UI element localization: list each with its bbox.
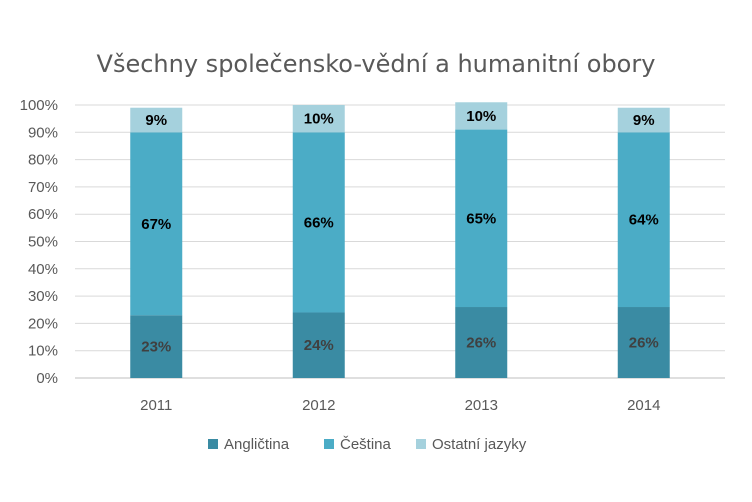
legend-swatch bbox=[416, 439, 426, 449]
bar-2011-2 bbox=[130, 107, 183, 133]
x-tick-label: 2011 bbox=[140, 397, 172, 414]
x-axis: 2011 2012 2013 2014 bbox=[140, 397, 660, 414]
data-label: 9% bbox=[633, 112, 655, 129]
y-tick-label: 50% bbox=[28, 234, 58, 251]
y-tick-label: 70% bbox=[28, 179, 58, 196]
legend: Angličtina Čeština Ostatní jazyky bbox=[208, 436, 527, 453]
bar-2011-1 bbox=[130, 132, 183, 316]
bars: 23% 67% 9% 24% 66% 10% 26% 65% 10% 26% 64% 9% bbox=[130, 102, 670, 378]
data-label: 26% bbox=[629, 335, 659, 352]
bar-2013-1 bbox=[455, 129, 508, 308]
y-tick-label: 60% bbox=[28, 206, 58, 223]
x-tick-label: 2014 bbox=[627, 397, 660, 414]
data-label: 10% bbox=[304, 111, 334, 128]
bar-2014-1 bbox=[617, 132, 670, 308]
bar-2012-0 bbox=[292, 312, 345, 378]
y-tick-label: 90% bbox=[28, 124, 58, 141]
data-label: 65% bbox=[466, 210, 496, 227]
legend-swatch bbox=[324, 439, 334, 449]
data-label: 24% bbox=[304, 337, 334, 354]
data-label: 64% bbox=[629, 212, 659, 229]
y-tick-label: 30% bbox=[28, 288, 58, 305]
x-tick-label: 2013 bbox=[465, 397, 498, 414]
bar-2012-2 bbox=[292, 105, 345, 133]
y-tick-label: 20% bbox=[28, 315, 58, 332]
data-label: 66% bbox=[304, 214, 334, 231]
y-tick-label: 40% bbox=[28, 261, 58, 278]
y-tick-label: 10% bbox=[28, 343, 58, 360]
x-tick-label: 2012 bbox=[302, 397, 335, 414]
legend-label: Ostatní jazyky bbox=[432, 436, 527, 453]
y-tick-label: 80% bbox=[28, 152, 58, 169]
bar-2014-2 bbox=[617, 107, 670, 133]
bar-2011-0 bbox=[130, 315, 183, 378]
data-label: 23% bbox=[141, 339, 171, 356]
data-label: 9% bbox=[145, 112, 167, 129]
y-tick-label: 100% bbox=[20, 97, 58, 114]
bar-2012-1 bbox=[292, 132, 345, 313]
data-label: 10% bbox=[466, 108, 496, 125]
bar-2013-0 bbox=[455, 307, 508, 378]
bar-2013-2 bbox=[455, 102, 508, 130]
y-tick-label: 0% bbox=[36, 370, 58, 387]
bar-2014-0 bbox=[617, 307, 670, 378]
data-label: 26% bbox=[466, 335, 496, 352]
gridlines bbox=[75, 104, 725, 379]
legend-swatch bbox=[208, 439, 218, 449]
data-label: 67% bbox=[141, 216, 171, 233]
legend-label: Angličtina bbox=[224, 436, 290, 453]
y-axis: 0% 10% 20% 30% 40% 50% 60% 70% 80% 90% 100% bbox=[20, 97, 58, 387]
legend-label: Čeština bbox=[340, 436, 392, 453]
chart-title: Všechny společensko-vědní a humanitní ob… bbox=[97, 50, 656, 78]
